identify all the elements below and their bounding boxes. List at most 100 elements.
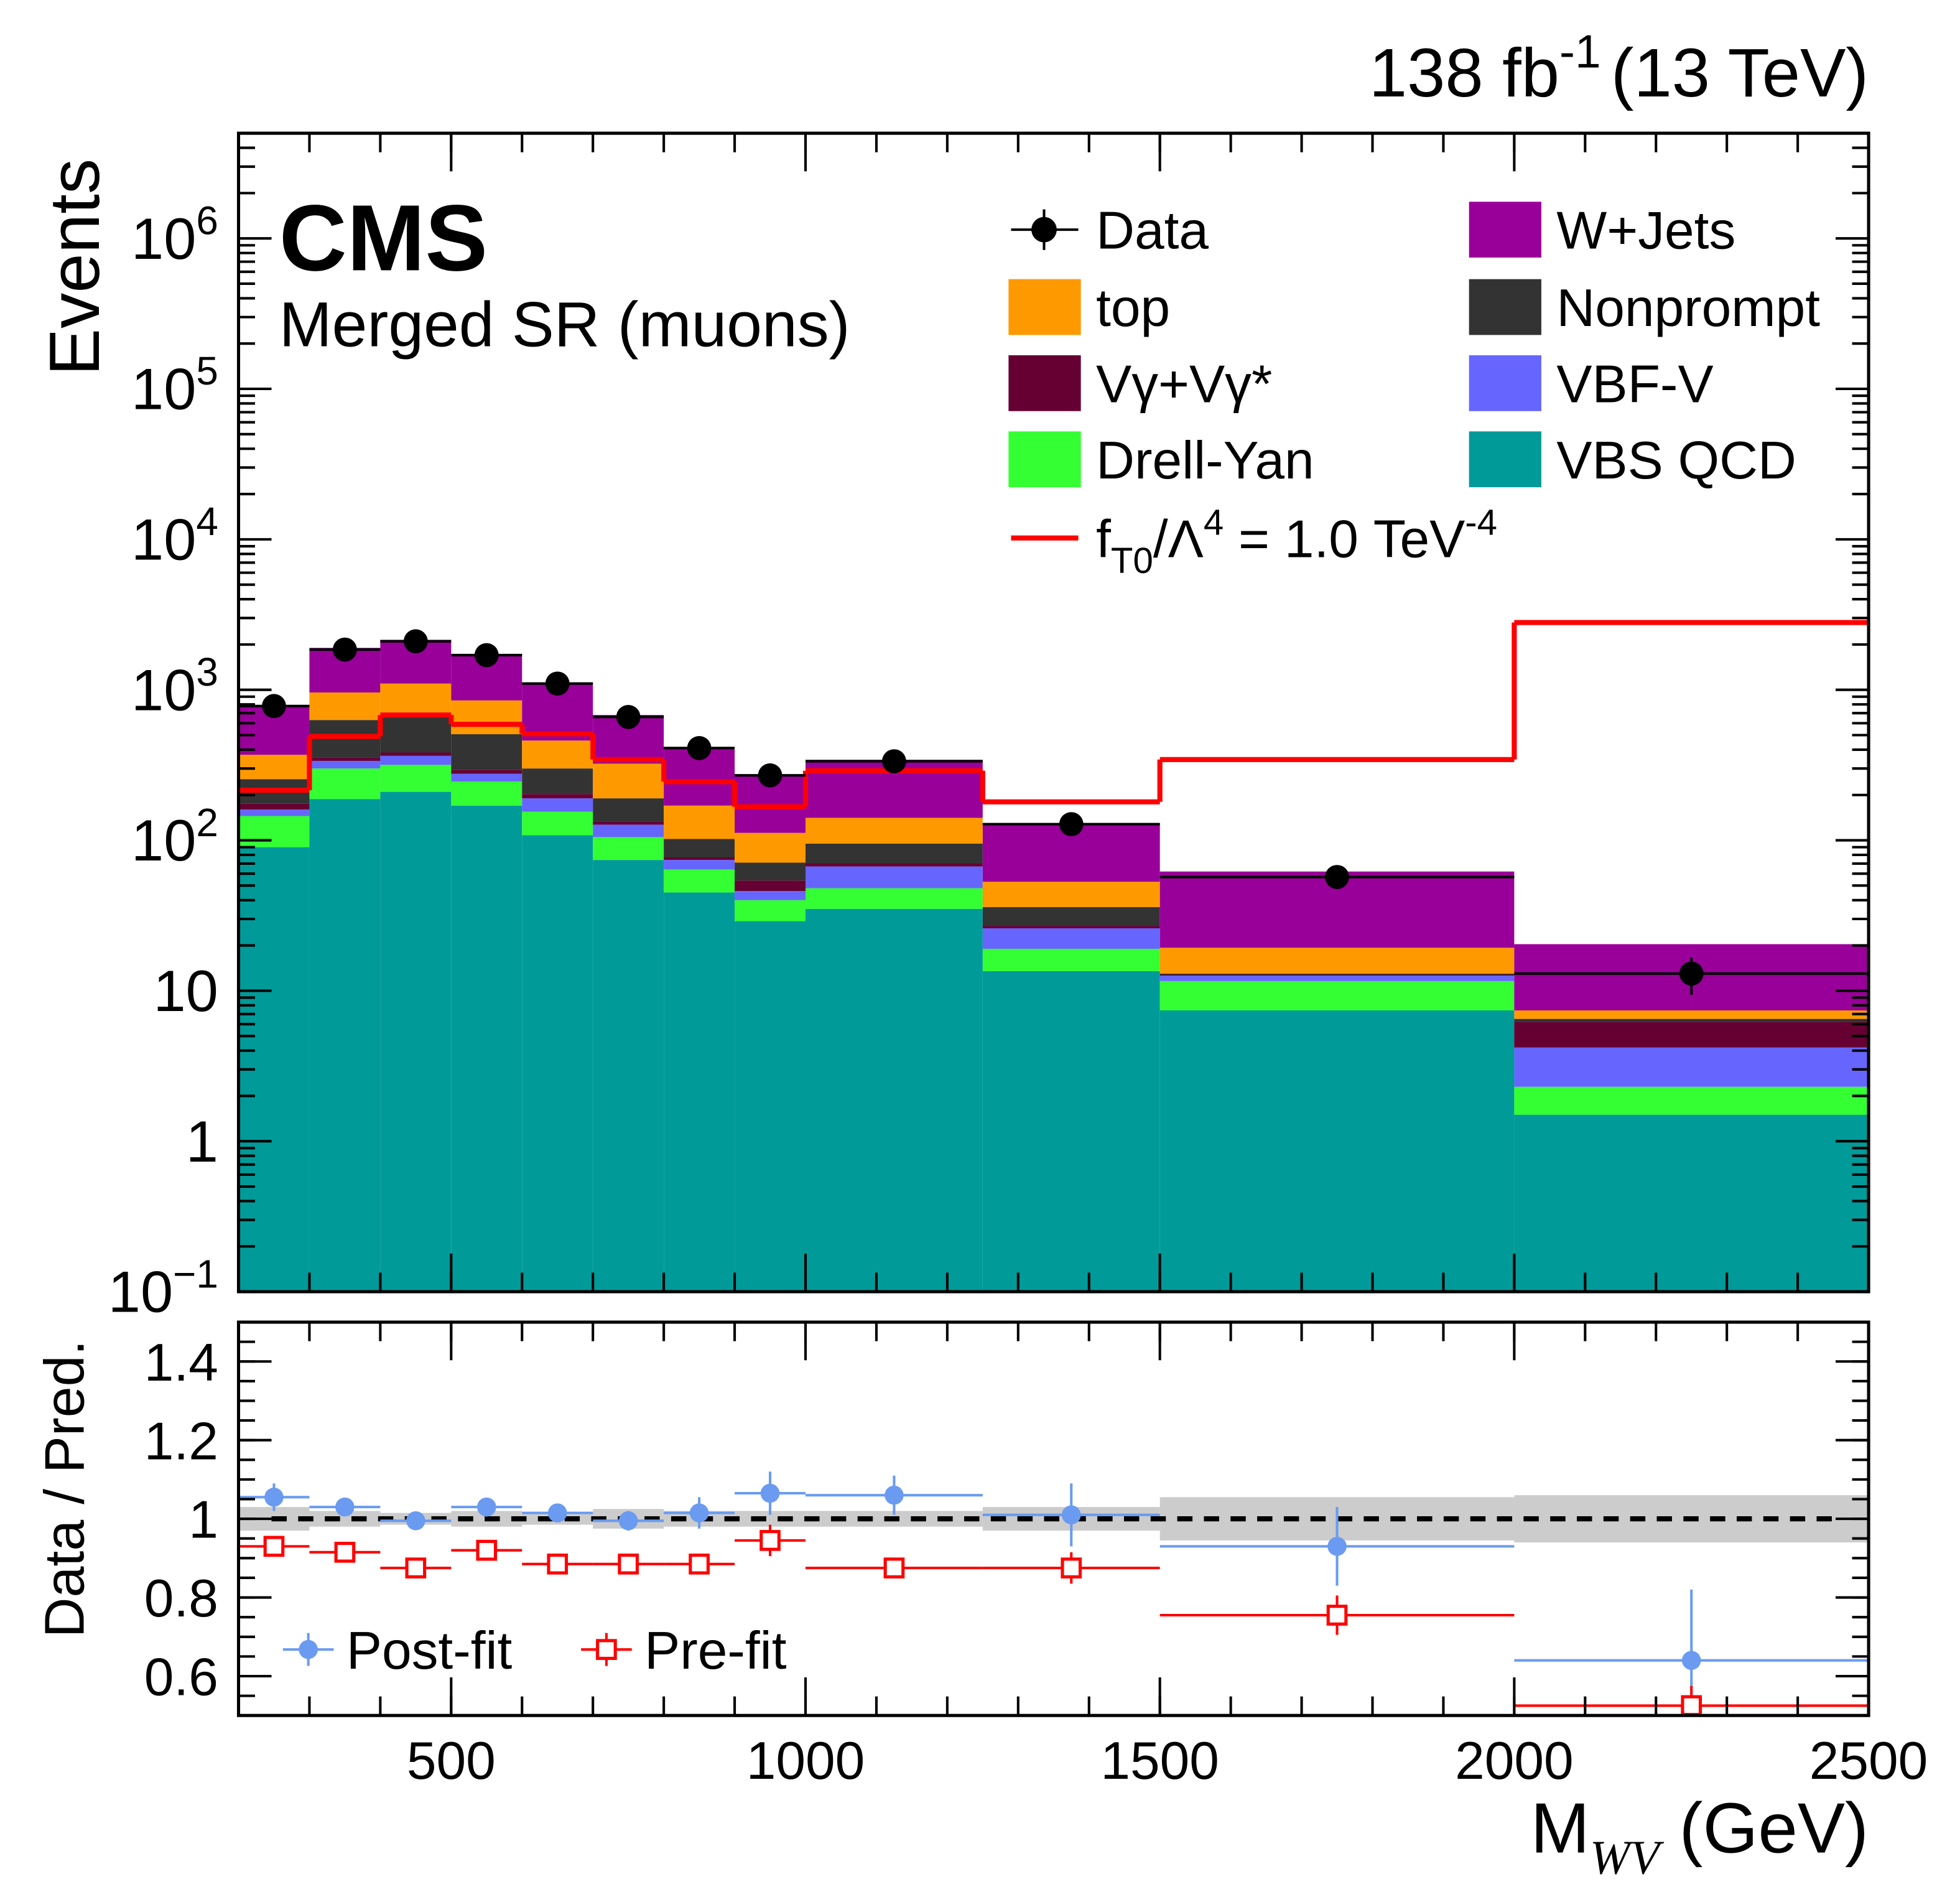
stack-segment xyxy=(1514,1086,1869,1115)
text-part: 10 xyxy=(131,657,196,722)
stack-segment xyxy=(982,926,1160,929)
x-tick-label: 2000 xyxy=(1455,1731,1574,1791)
stack-segment xyxy=(309,768,381,799)
stack-segment xyxy=(664,892,735,1292)
legend-swatch xyxy=(1008,355,1081,411)
stack-segment xyxy=(451,770,523,774)
ratio-point xyxy=(547,1553,569,1575)
y-tick-label: 105 xyxy=(131,348,218,421)
main-plot-area xyxy=(238,620,1869,1292)
legend-marker xyxy=(299,1639,318,1659)
y-tick-label: 10−1 xyxy=(108,1251,218,1324)
stack-segment xyxy=(238,816,310,847)
ratio-point xyxy=(618,1511,638,1531)
x-axis-label: MWV (GeV) xyxy=(1531,1789,1869,1884)
y-tick-label: 103 xyxy=(131,650,218,722)
data-point xyxy=(758,763,783,788)
legend-label: VBF-V xyxy=(1556,354,1713,414)
ratio-point xyxy=(1061,1557,1082,1578)
legend-marker xyxy=(596,1639,617,1660)
data-point xyxy=(1679,961,1704,986)
stack-segment xyxy=(805,888,983,909)
text-part: (GeV) xyxy=(1660,1789,1869,1868)
stack-segment xyxy=(664,805,735,839)
y-tick-label: 0.8 xyxy=(144,1569,218,1628)
stack-segment xyxy=(380,765,452,792)
legend-swatch xyxy=(1469,279,1541,335)
ratio-point xyxy=(885,1485,904,1505)
stack-segment xyxy=(664,860,735,870)
legend-swatch xyxy=(1469,202,1541,258)
text-part: /Λ xyxy=(1153,509,1204,569)
legend-label: W+Jets xyxy=(1556,201,1735,261)
data-point xyxy=(616,704,641,729)
stack-segment xyxy=(451,781,523,806)
ratio-point xyxy=(883,1557,905,1578)
legend-label: Nonprompt xyxy=(1556,278,1820,338)
text-part: 5 xyxy=(196,348,218,393)
ratio-point xyxy=(264,1488,284,1507)
y-tick-label: 106 xyxy=(131,198,218,271)
ratio-point xyxy=(1681,1695,1702,1716)
legend-swatch xyxy=(1469,355,1541,411)
legend-label: Drell-Yan xyxy=(1096,431,1314,490)
stack-segment xyxy=(735,862,806,881)
ratio-point xyxy=(689,1553,710,1575)
lumi-label: 138 fb-1 (13 TeV) xyxy=(1369,26,1869,111)
stack-segment xyxy=(805,864,983,867)
text-part: 3 xyxy=(196,650,218,694)
text-part: 10 xyxy=(131,206,196,271)
data-point xyxy=(333,637,357,662)
stack-segment xyxy=(1514,1019,1869,1022)
x-tick-label: 1500 xyxy=(1100,1731,1219,1791)
ratio-point xyxy=(1061,1505,1081,1525)
stack-segment xyxy=(1514,1047,1869,1087)
stack-segment xyxy=(380,683,452,716)
stack-segment xyxy=(982,948,1160,971)
text-part: 10 xyxy=(108,1259,173,1325)
y-tick-label: 10 xyxy=(154,958,218,1023)
stack-segment xyxy=(735,880,806,892)
y-axis-label: Data / Pred. xyxy=(34,1340,96,1638)
text-part: WV xyxy=(1590,1831,1665,1885)
stack-segment xyxy=(982,971,1160,1292)
stack-segment xyxy=(1159,974,1515,976)
text-part: M xyxy=(1531,1789,1590,1868)
stack-segment xyxy=(309,757,381,761)
ratio-point xyxy=(1327,1537,1347,1556)
stack-segment xyxy=(982,907,1160,926)
stack-segment xyxy=(1159,976,1515,981)
stack-segment xyxy=(451,734,523,770)
text-part: (13 TeV) xyxy=(1611,35,1869,111)
ratio-plot-area xyxy=(238,1471,1869,1716)
text-part: 4 xyxy=(196,499,218,544)
text-part: -1 xyxy=(1559,26,1601,78)
ratio-point xyxy=(476,1497,496,1517)
stack-segment xyxy=(982,928,1160,949)
ratio-point xyxy=(760,1483,780,1503)
stack-segment xyxy=(593,763,664,799)
x-tick-label: 2500 xyxy=(1809,1731,1928,1791)
data-point xyxy=(1325,865,1349,889)
legend-swatch xyxy=(1469,431,1541,488)
ratio-point xyxy=(406,1511,425,1531)
legend-label: VBS QCD xyxy=(1556,431,1796,490)
ratio-point xyxy=(618,1553,639,1575)
text-part: 2 xyxy=(196,800,218,845)
ratio-point xyxy=(334,1542,356,1563)
stack-segment xyxy=(451,773,523,781)
stack-segment xyxy=(805,908,983,1292)
y-tick-label: 104 xyxy=(131,499,218,572)
legend-marker xyxy=(1031,217,1057,243)
data-point xyxy=(474,643,499,668)
ratio-point xyxy=(405,1557,427,1578)
data-point xyxy=(882,749,906,773)
legend-label: fT0/Λ4 = 1.0 TeV-4 xyxy=(1096,502,1497,581)
stack-segment xyxy=(522,835,593,1292)
data-point xyxy=(687,735,712,760)
ratio-point xyxy=(547,1503,567,1522)
stack-segment xyxy=(593,860,664,1292)
